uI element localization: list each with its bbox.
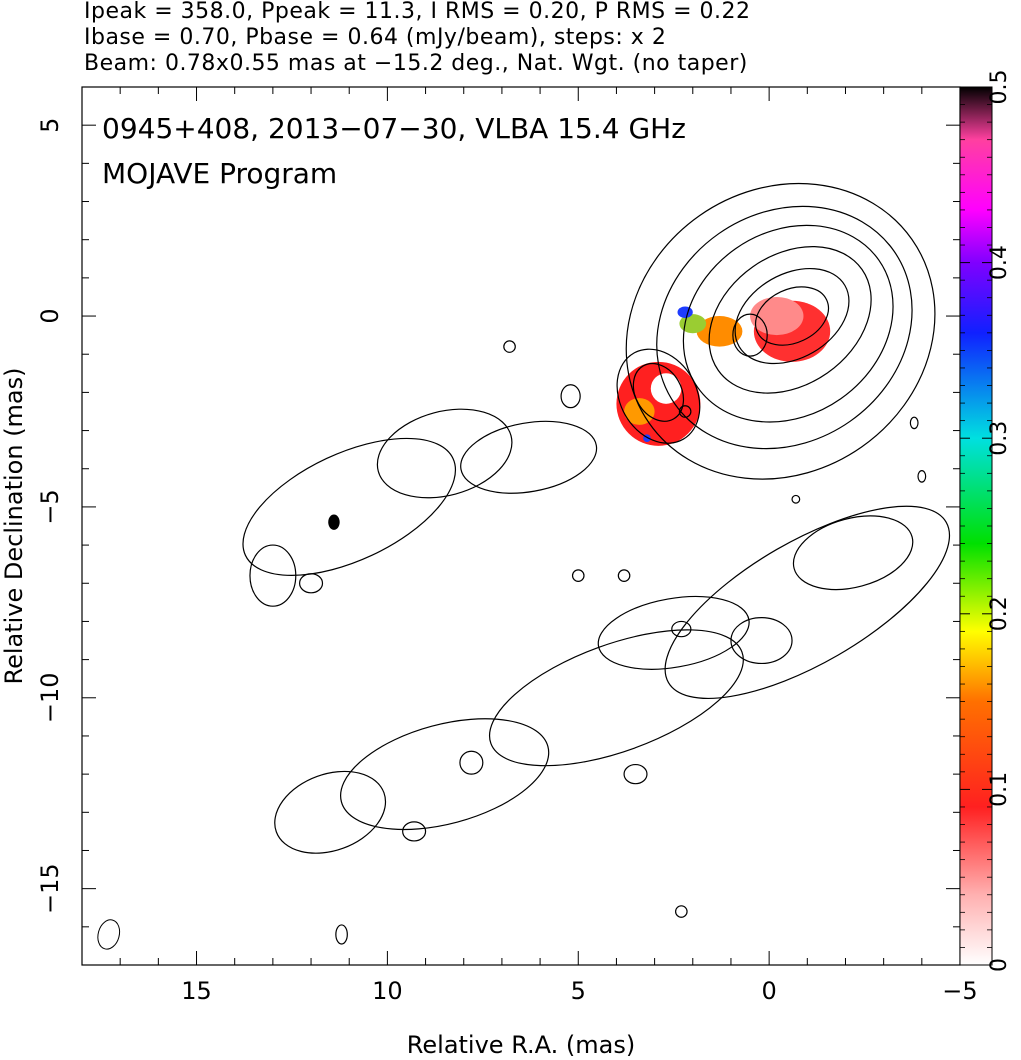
map-layer [97, 182, 951, 950]
jet-contour [909, 416, 919, 430]
polarization-color-spot [677, 306, 693, 318]
jet-contour [242, 437, 457, 576]
colorbar [959, 86, 993, 966]
jet-contour [335, 924, 348, 945]
polarization-color-spot [624, 398, 655, 425]
jet-contour [459, 750, 484, 775]
jet-contour [792, 515, 914, 591]
polarization-color-spot [750, 296, 804, 336]
jet-contour [503, 340, 516, 353]
y-tick-label: −5 [36, 489, 64, 524]
jet-contour [560, 384, 581, 409]
jet-contour [340, 718, 550, 831]
polarization-color-spot [328, 514, 340, 530]
core-contour [708, 246, 872, 394]
jet-contour [617, 569, 631, 582]
jet-contour [664, 505, 951, 699]
jet-contour [791, 494, 801, 504]
colorbar-ticks: 0 0.1 0.2 0.3 0.4 0.5 [960, 70, 1012, 972]
colorbar-tick-label: 0.1 [987, 772, 1012, 807]
plot-frame [81, 86, 961, 966]
y-tick-label: 5 [36, 118, 64, 133]
jet-contour [678, 405, 692, 418]
jet-contour [460, 420, 598, 494]
core-contour [616, 348, 701, 444]
x-axis-label: Relative R.A. (mas) [407, 1031, 635, 1059]
colorbar-tick-label: 0.4 [987, 245, 1012, 280]
core-contour [682, 224, 894, 423]
colorbar-tick-label: 0.2 [987, 596, 1012, 631]
core-contour [632, 362, 685, 422]
jet-contour [274, 770, 387, 854]
jet-contour [730, 617, 793, 665]
y-tick-label: 0 [36, 308, 64, 323]
jet-contour [671, 620, 692, 638]
program-annotation: MOJAVE Program [102, 157, 337, 190]
axis-layer: 15 10 5 0 −5 5 0 −5 −10 −15 [36, 86, 978, 1005]
x-tick-label: 10 [372, 977, 403, 1005]
y-tick-label: −10 [36, 672, 64, 723]
y-tick-label: −15 [36, 863, 64, 914]
jet-contour [917, 470, 927, 483]
header-line-3: Beam: 0.78x0.55 mas at −15.2 deg., Nat. … [84, 51, 748, 76]
core-contour [755, 286, 830, 346]
x-tick-label: 5 [571, 977, 586, 1005]
polarization-color-spot [696, 316, 743, 347]
colorbar-tick-label: 0 [987, 958, 1012, 972]
jet-contour [376, 408, 513, 499]
colorbar-tick-label: 0.5 [987, 70, 1012, 105]
beam-ellipse [97, 919, 121, 950]
x-tick-label: 15 [181, 977, 212, 1005]
header-line-1: Ipeak = 358.0, Ppeak = 11.3, I RMS = 0.2… [84, 0, 751, 24]
jet-contour [249, 544, 297, 607]
jet-contour [571, 569, 585, 582]
jet-contour [488, 629, 744, 767]
jet-contour [402, 821, 427, 842]
core-contour [656, 205, 913, 450]
jet-contour [675, 905, 688, 918]
source-annotation: 0945+408, 2013−07−30, VLBA 15.4 GHz [102, 112, 686, 145]
y-axis-label: Relative Declination (mas) [0, 367, 28, 684]
colorbar-tick-label: 0.3 [987, 421, 1012, 456]
core-contour [625, 182, 936, 480]
jet-contour [298, 573, 324, 594]
header-line-2: Ibase = 0.70, Pbase = 0.64 (mJy/beam), s… [84, 25, 667, 50]
x-tick-label: 0 [761, 977, 776, 1005]
x-tick-label: −5 [942, 977, 977, 1005]
core-contour [732, 313, 768, 357]
jet-contour [623, 763, 648, 785]
core-contour [734, 267, 850, 365]
